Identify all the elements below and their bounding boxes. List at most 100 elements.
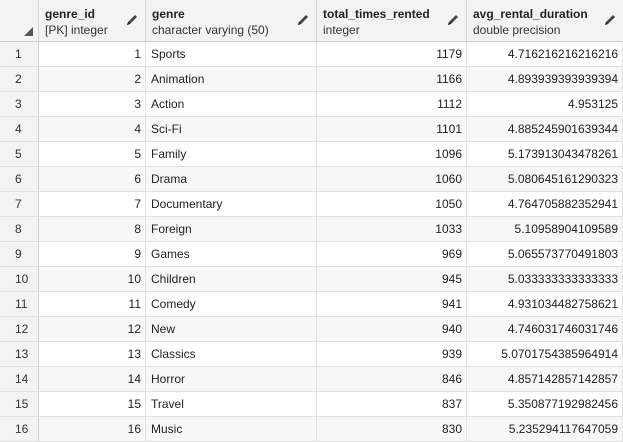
cell-avg-rental-duration[interactable]: 4.746031746031746 [467, 317, 623, 341]
row-number[interactable]: 12 [0, 317, 39, 341]
cell-total-times-rented[interactable]: 1096 [317, 142, 467, 166]
cell-genre-id[interactable]: 9 [39, 242, 146, 266]
cell-genre-id[interactable]: 6 [39, 167, 146, 191]
cell-genre-id[interactable]: 8 [39, 217, 146, 241]
row-number[interactable]: 11 [0, 292, 39, 316]
cell-avg-rental-duration[interactable]: 5.235294117647059 [467, 417, 623, 441]
table-row[interactable]: 8 8 Foreign 1033 5.10958904109589 [0, 217, 623, 242]
cell-genre[interactable]: Children [146, 267, 317, 291]
cell-avg-rental-duration[interactable]: 4.931034482758621 [467, 292, 623, 316]
cell-avg-rental-duration[interactable]: 4.885245901639344 [467, 117, 623, 141]
cell-genre-id[interactable]: 1 [39, 42, 146, 66]
cell-avg-rental-duration[interactable]: 4.953125 [467, 92, 623, 116]
row-number[interactable]: 16 [0, 417, 39, 441]
row-number[interactable]: 14 [0, 367, 39, 391]
cell-total-times-rented[interactable]: 1050 [317, 192, 467, 216]
cell-genre-id[interactable]: 15 [39, 392, 146, 416]
cell-genre[interactable]: Horror [146, 367, 317, 391]
cell-genre[interactable]: Drama [146, 167, 317, 191]
cell-avg-rental-duration[interactable]: 5.350877192982456 [467, 392, 623, 416]
row-number[interactable]: 6 [0, 167, 39, 191]
cell-genre[interactable]: Sports [146, 42, 317, 66]
row-number[interactable]: 10 [0, 267, 39, 291]
cell-avg-rental-duration[interactable]: 5.080645161290323 [467, 167, 623, 191]
cell-avg-rental-duration[interactable]: 5.173913043478261 [467, 142, 623, 166]
table-row[interactable]: 6 6 Drama 1060 5.080645161290323 [0, 167, 623, 192]
cell-avg-rental-duration[interactable]: 5.10958904109589 [467, 217, 623, 241]
pencil-icon[interactable] [125, 13, 139, 27]
cell-total-times-rented[interactable]: 940 [317, 317, 467, 341]
cell-genre[interactable]: Action [146, 92, 317, 116]
cell-total-times-rented[interactable]: 837 [317, 392, 467, 416]
cell-total-times-rented[interactable]: 846 [317, 367, 467, 391]
cell-total-times-rented[interactable]: 1101 [317, 117, 467, 141]
pencil-icon[interactable] [603, 13, 617, 27]
table-row[interactable]: 10 10 Children 945 5.033333333333333 [0, 267, 623, 292]
table-row[interactable]: 12 12 New 940 4.746031746031746 [0, 317, 623, 342]
cell-avg-rental-duration[interactable]: 5.065573770491803 [467, 242, 623, 266]
cell-genre-id[interactable]: 7 [39, 192, 146, 216]
cell-genre[interactable]: Foreign [146, 217, 317, 241]
cell-total-times-rented[interactable]: 1179 [317, 42, 467, 66]
cell-genre-id[interactable]: 10 [39, 267, 146, 291]
table-row[interactable]: 3 3 Action 1112 4.953125 [0, 92, 623, 117]
table-row[interactable]: 4 4 Sci-Fi 1101 4.885245901639344 [0, 117, 623, 142]
table-row[interactable]: 11 11 Comedy 941 4.931034482758621 [0, 292, 623, 317]
cell-genre[interactable]: New [146, 317, 317, 341]
cell-total-times-rented[interactable]: 939 [317, 342, 467, 366]
cell-genre-id[interactable]: 5 [39, 142, 146, 166]
table-row[interactable]: 5 5 Family 1096 5.173913043478261 [0, 142, 623, 167]
cell-avg-rental-duration[interactable]: 4.716216216216216 [467, 42, 623, 66]
cell-genre-id[interactable]: 2 [39, 67, 146, 91]
cell-genre[interactable]: Documentary [146, 192, 317, 216]
cell-avg-rental-duration[interactable]: 5.033333333333333 [467, 267, 623, 291]
cell-genre-id[interactable]: 4 [39, 117, 146, 141]
cell-genre-id[interactable]: 3 [39, 92, 146, 116]
cell-avg-rental-duration[interactable]: 4.857142857142857 [467, 367, 623, 391]
cell-genre[interactable]: Family [146, 142, 317, 166]
pencil-icon[interactable] [296, 13, 310, 27]
row-number[interactable]: 3 [0, 92, 39, 116]
row-number[interactable]: 2 [0, 67, 39, 91]
cell-total-times-rented[interactable]: 969 [317, 242, 467, 266]
cell-genre[interactable]: Games [146, 242, 317, 266]
column-header-avg-rental-duration[interactable]: avg_rental_duration double precision [467, 0, 623, 41]
table-row[interactable]: 9 9 Games 969 5.065573770491803 [0, 242, 623, 267]
cell-avg-rental-duration[interactable]: 4.893939393939394 [467, 67, 623, 91]
table-row[interactable]: 15 15 Travel 837 5.350877192982456 [0, 392, 623, 417]
table-row[interactable]: 2 2 Animation 1166 4.893939393939394 [0, 67, 623, 92]
cell-total-times-rented[interactable]: 1033 [317, 217, 467, 241]
cell-genre-id[interactable]: 13 [39, 342, 146, 366]
table-row[interactable]: 1 1 Sports 1179 4.716216216216216 [0, 42, 623, 67]
cell-total-times-rented[interactable]: 1060 [317, 167, 467, 191]
row-number[interactable]: 4 [0, 117, 39, 141]
cell-total-times-rented[interactable]: 941 [317, 292, 467, 316]
table-row[interactable]: 13 13 Classics 939 5.0701754385964914 [0, 342, 623, 367]
cell-genre[interactable]: Music [146, 417, 317, 441]
cell-genre[interactable]: Animation [146, 67, 317, 91]
row-number[interactable]: 1 [0, 42, 39, 66]
row-number[interactable]: 13 [0, 342, 39, 366]
table-row[interactable]: 14 14 Horror 846 4.857142857142857 [0, 367, 623, 392]
select-all-corner[interactable] [0, 0, 39, 41]
column-header-genre-id[interactable]: genre_id [PK] integer [39, 0, 146, 41]
cell-genre-id[interactable]: 16 [39, 417, 146, 441]
row-number[interactable]: 9 [0, 242, 39, 266]
pencil-icon[interactable] [446, 13, 460, 27]
cell-total-times-rented[interactable]: 1166 [317, 67, 467, 91]
table-row[interactable]: 16 16 Music 830 5.235294117647059 [0, 417, 623, 442]
cell-genre-id[interactable]: 14 [39, 367, 146, 391]
cell-genre-id[interactable]: 11 [39, 292, 146, 316]
cell-avg-rental-duration[interactable]: 5.0701754385964914 [467, 342, 623, 366]
cell-genre[interactable]: Travel [146, 392, 317, 416]
cell-total-times-rented[interactable]: 830 [317, 417, 467, 441]
row-number[interactable]: 7 [0, 192, 39, 216]
cell-genre[interactable]: Comedy [146, 292, 317, 316]
row-number[interactable]: 5 [0, 142, 39, 166]
cell-total-times-rented[interactable]: 945 [317, 267, 467, 291]
cell-avg-rental-duration[interactable]: 4.764705882352941 [467, 192, 623, 216]
cell-total-times-rented[interactable]: 1112 [317, 92, 467, 116]
cell-genre-id[interactable]: 12 [39, 317, 146, 341]
column-header-genre[interactable]: genre character varying (50) [146, 0, 317, 41]
row-number[interactable]: 15 [0, 392, 39, 416]
